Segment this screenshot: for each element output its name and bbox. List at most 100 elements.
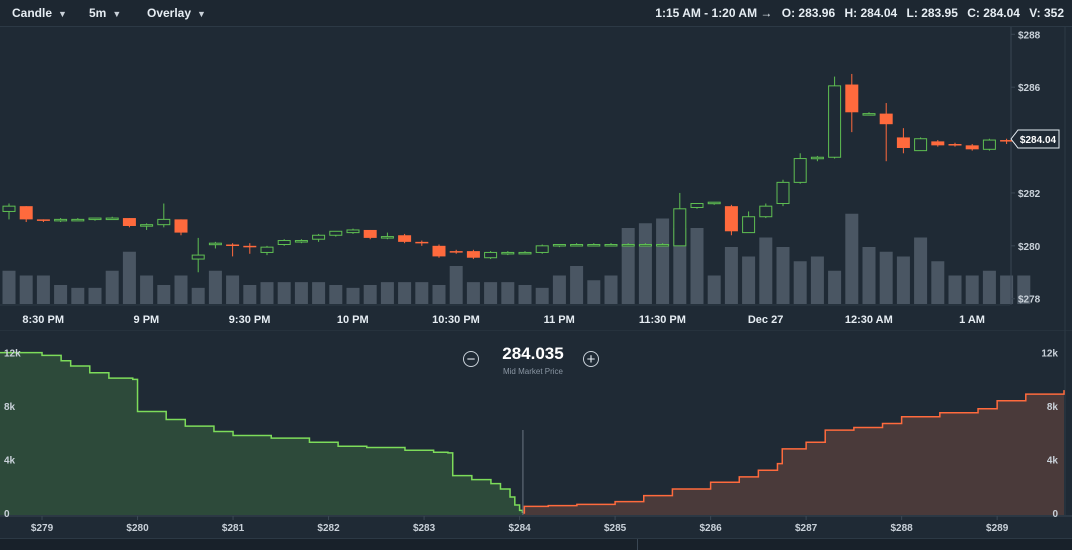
candle <box>501 251 515 256</box>
chart-type-dropdown[interactable]: Candle ▼ <box>12 6 67 20</box>
candle-body <box>432 245 446 257</box>
volume-bar <box>759 237 773 304</box>
candle-body <box>380 236 394 239</box>
depth-x-label: $279 <box>31 523 54 534</box>
volume-bar <box>931 261 945 304</box>
chart-toolbar: Candle ▼ 5m ▼ Overlay ▼ 1:15 AM - 1:20 AM →… <box>0 0 1072 27</box>
volume-bar <box>724 247 738 304</box>
candle <box>862 112 876 116</box>
ohlc-readout: 1:15 AM - 1:20 AM → O: 283.96 H: 284.04 … <box>655 6 1064 20</box>
candle <box>312 233 326 242</box>
candle <box>656 243 670 247</box>
volume-bar <box>1000 275 1014 304</box>
candle <box>828 76 842 159</box>
candle <box>707 201 721 205</box>
candle-body <box>2 205 16 212</box>
volume-bar <box>312 282 326 304</box>
candle-body <box>535 245 549 253</box>
price-tick-label: $280 <box>1018 242 1041 253</box>
candle <box>621 243 635 247</box>
volume-bar <box>19 275 33 304</box>
chevron-down-icon: ▼ <box>197 9 206 19</box>
chevron-down-icon: ▼ <box>112 9 122 19</box>
bottom-bar <box>0 538 1072 550</box>
volume-bar <box>982 270 996 304</box>
low-value: L: 283.95 <box>906 6 958 20</box>
price-tick-label: $278 <box>1018 295 1041 306</box>
candle <box>260 245 274 256</box>
depth-x-label: $282 <box>317 523 340 534</box>
volume-bar <box>415 282 429 304</box>
price-tick-label: $282 <box>1018 189 1041 200</box>
candle-body <box>191 254 205 260</box>
volume-bar <box>191 287 205 304</box>
interval-dropdown[interactable]: 5m ▼ <box>89 6 121 20</box>
candle-body <box>19 206 33 220</box>
candle-body <box>914 138 928 152</box>
candle <box>36 219 50 223</box>
zoom-out-icon[interactable]: − <box>463 351 479 367</box>
price-chart[interactable]: 8:30 PM 9 PM 9:30 PM 10 PM 10:30 PM 11 PM 11:3… <box>0 27 1072 330</box>
candle-body <box>484 251 498 259</box>
current-price-label: $284.04 <box>1020 135 1057 146</box>
candle <box>535 244 549 254</box>
volume-bar <box>88 287 102 304</box>
candle <box>759 203 773 219</box>
candle <box>2 203 16 220</box>
volume-bar <box>776 247 790 304</box>
candle-body <box>776 181 790 205</box>
volume-bar <box>828 270 842 304</box>
candle <box>54 218 68 223</box>
zoom-in-icon[interactable]: + <box>583 351 599 367</box>
candle <box>329 230 343 237</box>
volume-bar <box>294 282 308 304</box>
volume-bar <box>380 282 394 304</box>
depth-y-label-left: 8k <box>4 402 16 413</box>
candle <box>673 192 687 247</box>
candle <box>879 103 893 162</box>
candle <box>157 203 171 228</box>
volume-bar <box>690 228 704 304</box>
candle <box>191 237 205 273</box>
volume-bar <box>948 275 962 304</box>
depth-chart[interactable]: $279 $280 $281 $282 $283 $284 $285 $286 $287 $288… <box>0 330 1072 538</box>
price-tick-label: $288 <box>1018 30 1041 41</box>
candle-body <box>501 251 515 255</box>
depth-x-label: $284 <box>508 523 531 534</box>
volume-bar <box>346 287 360 304</box>
volume-bar <box>535 287 549 304</box>
volume-bar <box>398 282 412 304</box>
volume-bar <box>810 256 824 304</box>
candle-body <box>690 203 704 208</box>
candle-body <box>621 244 635 247</box>
overlay-dropdown[interactable]: Overlay ▼ <box>147 6 206 20</box>
candle <box>587 243 601 247</box>
time-tick-label: 11:30 PM <box>639 314 686 326</box>
candle-body <box>208 242 222 246</box>
candle-body <box>845 84 859 113</box>
overlay-label: Overlay <box>147 6 192 20</box>
candle-body <box>36 219 50 221</box>
volume-bar <box>1017 275 1031 304</box>
candle-body <box>157 218 171 226</box>
candle-body <box>948 144 962 146</box>
depth-y-label-right: 4k <box>1047 456 1059 467</box>
candle-body <box>570 244 584 247</box>
volume-bar <box>552 275 566 304</box>
candle <box>604 243 618 247</box>
depth-y-label-left: 4k <box>4 456 16 467</box>
candle <box>724 204 738 236</box>
depth-x-label: $286 <box>699 523 722 534</box>
candle <box>243 243 257 254</box>
candle-body <box>604 244 618 247</box>
candle-body <box>742 216 756 234</box>
ask-depth-area <box>523 390 1064 515</box>
depth-y-label-right: 12k <box>1041 349 1058 360</box>
close-value: C: 284.04 <box>967 6 1020 20</box>
candle-body <box>759 205 773 218</box>
volume-bar <box>862 247 876 304</box>
candle-body <box>312 234 326 240</box>
candle-body <box>810 156 824 160</box>
candle-body <box>243 245 257 248</box>
candle <box>294 239 308 244</box>
